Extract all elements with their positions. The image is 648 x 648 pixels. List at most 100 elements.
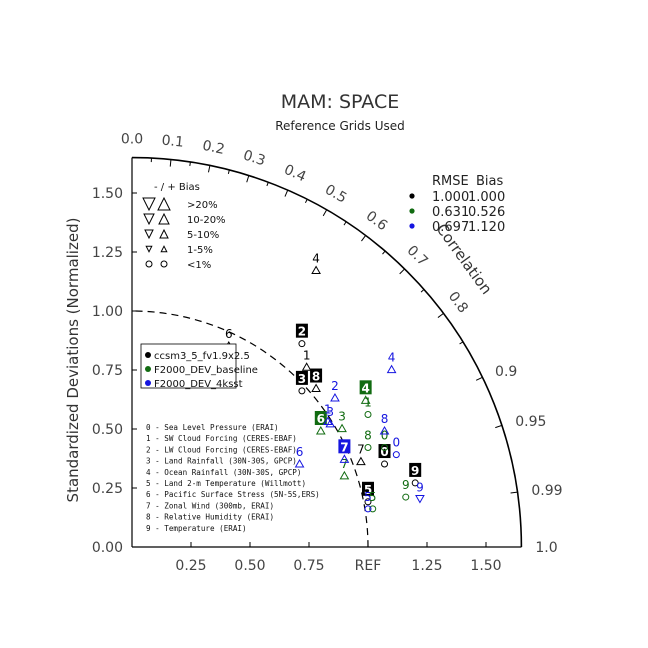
bias-legend-label: <1% [187, 260, 211, 271]
point-label-box [338, 439, 351, 454]
point-label: 1 [303, 348, 311, 362]
corr-tick-mark [510, 491, 518, 494]
y-tick-label: 0.75 [92, 363, 123, 379]
point-label: 6 [225, 327, 233, 341]
point-marker-triangle-up [311, 265, 321, 275]
point-label: 3 [326, 405, 334, 419]
case-legend-name: F2000_DEV_baseline [154, 365, 258, 376]
point-marker-triangle-up [379, 425, 390, 435]
case-legend-dot [145, 366, 151, 372]
point-label: 2 [298, 325, 306, 339]
point-marker-circle [298, 387, 306, 395]
point-marker-triangle-up [339, 454, 350, 463]
corr-tick-mark [437, 312, 444, 318]
corr-tick-mark [207, 165, 211, 173]
corr-minor-tick [266, 182, 269, 187]
point-marker-circle [369, 505, 377, 513]
bias-legend-header: - / + Bias [154, 182, 200, 193]
corr-tick-label: 0.2 [201, 138, 226, 158]
bias-legend-tri-down [145, 245, 153, 253]
case-legend-dot [145, 352, 151, 358]
bias-legend-label: 10-20% [187, 215, 226, 226]
variable-legend-item: 7 - Zonal Wind (300mb, ERAI) [146, 501, 274, 510]
point-marker-triangle-up [301, 362, 312, 371]
point-label: 6 [317, 412, 325, 426]
variable-legend-item: 9 - Temperature (ERAI) [146, 524, 247, 533]
point-label: 5 [369, 490, 377, 504]
point-marker-triangle-up [330, 392, 340, 402]
point-label: 9 [411, 464, 419, 478]
point-marker-circle [364, 444, 372, 452]
y-tick-label: 1.25 [92, 245, 123, 261]
point-marker-circle [364, 505, 372, 513]
point-label-box [314, 411, 327, 425]
point-marker-triangle-up [315, 425, 326, 435]
corr-minor-tick [459, 341, 464, 345]
y-tick-label: 1.00 [92, 304, 123, 320]
point-marker-triangle-up [339, 470, 350, 480]
point-label: 7 [357, 443, 365, 457]
bias-legend-tri-up [159, 228, 169, 239]
corr-tick-mark [475, 376, 483, 381]
corr-minor-tick [382, 250, 386, 255]
point-marker-circle [392, 451, 400, 459]
point-marker-circle [298, 340, 306, 348]
point-label: 9 [402, 478, 410, 492]
point-label: 7 [341, 457, 349, 471]
corr-tick-label: 0.95 [515, 414, 546, 430]
point-marker-triangle-up [356, 456, 366, 466]
corr-tick-mark [399, 268, 405, 275]
point-marker-triangle-up [337, 423, 347, 433]
point-label: 0 [392, 436, 400, 450]
stats-case-dot [409, 208, 415, 214]
y-tick-label: 0.25 [92, 481, 123, 497]
stats-rmse-value: 0.631 [432, 205, 469, 220]
bias-legend-label: 5-10% [187, 230, 219, 241]
bias-legend-tri-down [143, 213, 155, 226]
corr-tick-mark [246, 175, 250, 183]
stats-bias-value: 1.120 [468, 220, 505, 235]
point-marker-circle [381, 444, 389, 452]
corr-minor-tick [420, 289, 425, 293]
x-tick-label: 1.25 [411, 558, 442, 574]
y-tick-label: 1.50 [92, 186, 123, 202]
point-label: 6 [296, 445, 304, 459]
point-marker-triangle-down [415, 494, 425, 504]
variable-legend-item: 0 - Sea Level Pressure (ERAI) [146, 423, 279, 432]
point-label: 8 [364, 429, 372, 443]
point-marker-triangle-up [386, 364, 397, 374]
point-label: 4 [312, 252, 320, 266]
point-marker-triangle-up [294, 459, 305, 468]
stats-header-rmse: RMSE [432, 174, 469, 189]
corr-minor-tick [227, 169, 230, 174]
bias-legend-tri-up [158, 212, 170, 225]
corr-tick-label: 0.3 [241, 147, 267, 169]
point-label: 4 [388, 351, 396, 365]
corr-tick-mark [322, 209, 328, 217]
point-label: 4 [361, 381, 369, 395]
variable-legend-item: 1 - SW Cloud Forcing (CERES-EBAF) [146, 434, 297, 443]
stats-case-dot [409, 193, 415, 199]
bias-legend-tri-up [157, 196, 171, 211]
point-marker-triangle-up [360, 395, 371, 404]
x-tick-label: 1.50 [470, 558, 501, 574]
corr-tick-label: 0.5 [322, 182, 349, 207]
point-label: 1 [364, 395, 372, 409]
point-label: 1 [324, 403, 332, 417]
point-marker-circle [364, 498, 372, 506]
stats-rmse-value: 0.697 [432, 220, 469, 235]
corr-tick-mark [169, 159, 172, 167]
x-tick-label: 0.50 [234, 558, 265, 574]
point-label: 9 [416, 480, 424, 494]
point-label-box [295, 323, 308, 338]
bias-legend-circle [145, 260, 153, 268]
case-legend-dot [145, 380, 151, 386]
corr-tick-label: 0.0 [121, 132, 143, 148]
point-label: 5 [364, 490, 372, 504]
point-marker-circle [364, 410, 372, 418]
x-tick-label: 0.75 [293, 558, 324, 574]
chart-subtitle: Reference Grids Used [275, 119, 405, 133]
point-label-box [409, 462, 422, 477]
case-legend-name: F2000_DEV_4ksst [154, 379, 243, 390]
